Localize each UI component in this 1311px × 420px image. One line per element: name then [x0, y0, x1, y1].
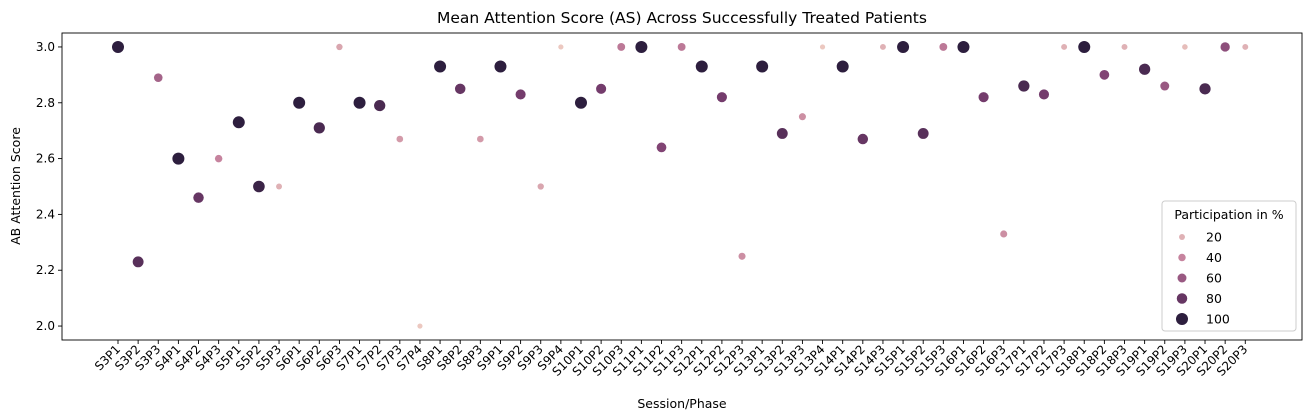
data-point	[476, 135, 484, 143]
data-point	[1099, 69, 1110, 80]
data-point	[897, 40, 910, 53]
y-tick-label: 2.8	[36, 96, 55, 110]
legend-marker	[1177, 273, 1187, 283]
data-point	[1242, 43, 1249, 50]
data-point	[454, 83, 466, 95]
data-point	[515, 89, 526, 100]
legend-box	[1161, 200, 1297, 332]
data-point	[656, 142, 667, 153]
legend-marker	[1178, 253, 1186, 262]
data-point	[172, 152, 185, 165]
data-point	[537, 183, 544, 190]
data-point	[214, 154, 223, 163]
y-tick-label: 2.0	[36, 319, 55, 333]
data-point	[819, 44, 826, 50]
data-point	[617, 43, 626, 51]
y-tick-label: 2.2	[36, 263, 55, 277]
data-point	[193, 192, 204, 203]
data-point	[112, 40, 124, 53]
data-point	[695, 60, 708, 73]
data-point	[396, 135, 404, 143]
data-points	[112, 40, 1249, 329]
y-tick-label: 3.0	[36, 40, 55, 54]
y-tick-label: 2.6	[36, 152, 55, 166]
x-axis-label: Session/Phase	[637, 396, 727, 411]
data-point	[677, 43, 686, 51]
data-point	[978, 92, 989, 103]
legend-entry-label: 100	[1206, 312, 1230, 327]
y-axis-label: AB Attention Score	[8, 127, 23, 245]
data-point	[836, 60, 849, 73]
data-point	[417, 323, 423, 329]
y-axis: 2.0 2.2 2.4 2.6 2.8 3.0	[36, 40, 62, 333]
data-point	[253, 180, 265, 193]
data-point	[353, 96, 366, 109]
legend-entry-label: 80	[1206, 291, 1222, 306]
data-point	[434, 60, 447, 73]
data-point	[738, 252, 746, 260]
plot-frame	[61, 32, 1303, 341]
legend: Participation in % 20 40 60 80 100	[1161, 200, 1297, 332]
data-point	[957, 40, 970, 53]
data-point	[716, 92, 727, 103]
data-point	[558, 44, 564, 50]
data-point	[336, 43, 343, 51]
legend-marker	[1179, 234, 1185, 240]
legend-entry-label: 20	[1206, 230, 1222, 245]
data-point	[232, 116, 245, 129]
data-point	[132, 256, 144, 268]
data-point	[1018, 80, 1030, 92]
data-point	[574, 96, 587, 109]
data-point	[1038, 89, 1050, 100]
chart-title: Mean Attention Score (AS) Across Success…	[437, 9, 927, 27]
legend-entry-label: 60	[1206, 271, 1222, 286]
data-point	[313, 122, 325, 134]
data-point	[1220, 42, 1230, 52]
data-point	[776, 128, 788, 139]
legend-marker	[1176, 293, 1188, 304]
data-point	[1182, 44, 1188, 50]
data-point	[917, 128, 929, 139]
data-point	[1078, 40, 1091, 53]
legend-title: Participation in %	[1174, 207, 1283, 222]
data-point	[1000, 230, 1008, 238]
data-point	[1199, 83, 1211, 95]
data-point	[293, 96, 306, 109]
data-point	[276, 183, 283, 190]
data-point	[798, 113, 806, 121]
data-point	[635, 40, 648, 53]
data-point	[494, 60, 507, 73]
x-axis: S3P1S3P2S3P3S4P1S4P2S4P3S5P1S5P2S5P3S6P1…	[92, 340, 1250, 379]
legend-marker	[1176, 313, 1188, 325]
data-point	[1061, 43, 1068, 50]
data-point	[939, 43, 948, 51]
data-point	[153, 73, 163, 82]
data-point	[857, 133, 869, 145]
data-point	[879, 43, 886, 50]
data-point	[756, 60, 769, 73]
data-point	[1121, 43, 1128, 50]
data-point	[1139, 63, 1151, 75]
data-point	[374, 99, 386, 112]
y-tick-label: 2.4	[36, 207, 55, 221]
data-point	[1160, 81, 1170, 91]
legend-entry-label: 40	[1206, 250, 1222, 265]
data-point	[596, 83, 607, 94]
